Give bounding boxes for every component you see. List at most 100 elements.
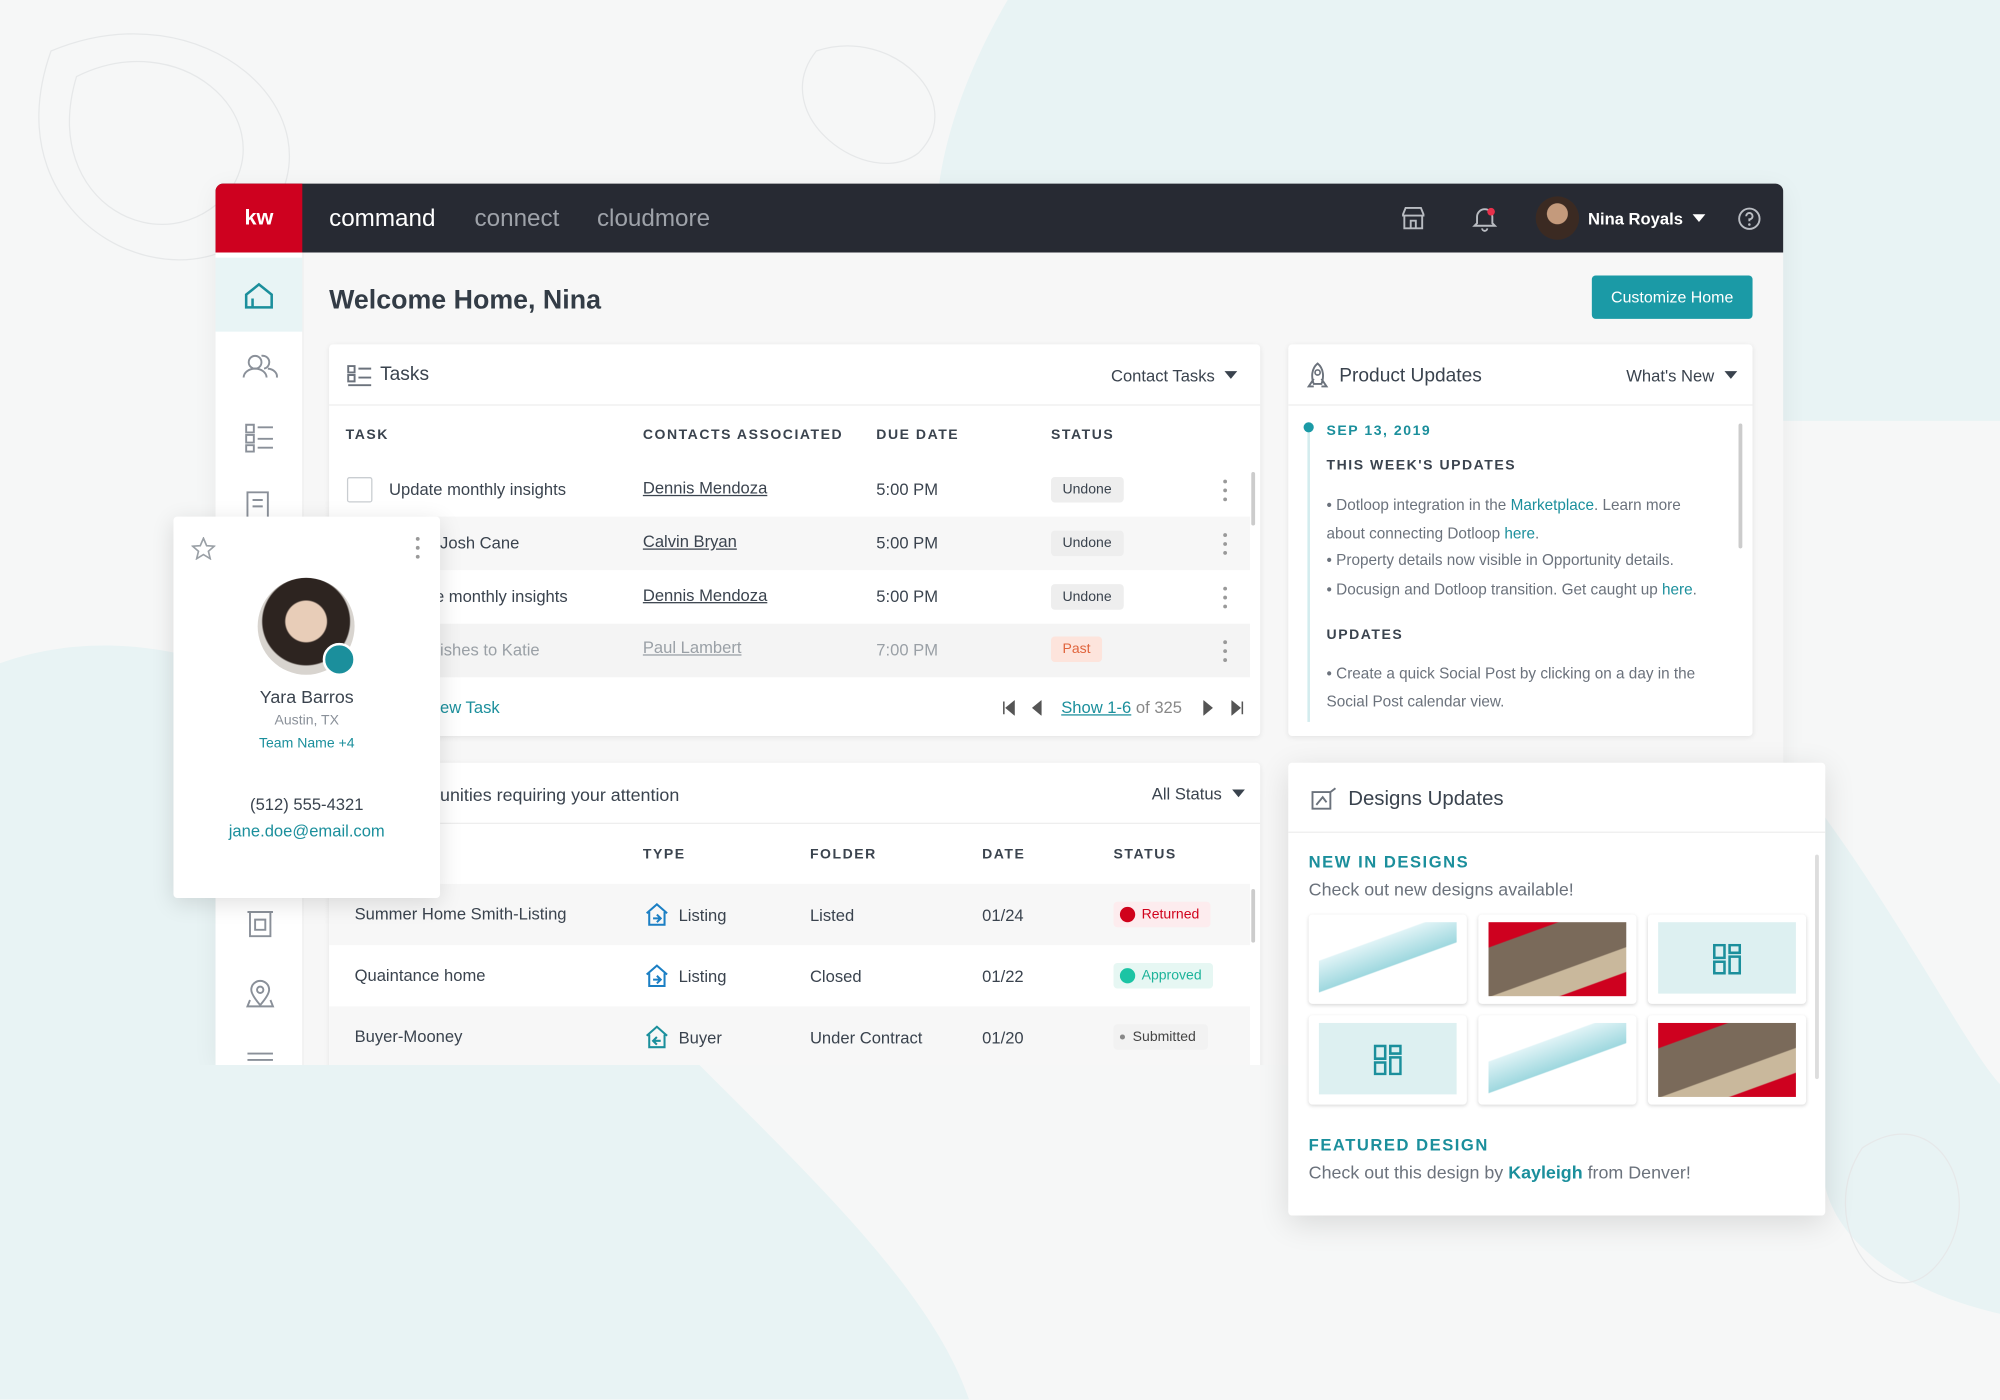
- sidebar-active[interactable]: [215, 257, 303, 332]
- link[interactable]: Marketplace: [1510, 496, 1594, 515]
- timeline-dot: [1303, 422, 1314, 433]
- task-name[interactable]: Update monthly insights: [389, 479, 567, 499]
- divider: [1288, 404, 1753, 406]
- folder: Under Contract: [809, 1028, 923, 1048]
- scrollbar[interactable]: [1738, 423, 1743, 549]
- pagination[interactable]: Show 1-6 of 325: [1061, 698, 1182, 718]
- status-icon: [1119, 968, 1136, 984]
- filter-text[interactable]: Contact Tasks: [1110, 366, 1215, 386]
- row-menu[interactable]: [1223, 479, 1228, 506]
- listing-icon[interactable]: [245, 909, 276, 938]
- logo-block[interactable]: [215, 183, 303, 253]
- filter-dropdown[interactable]: What's New: [1626, 366, 1738, 386]
- nav-tab[interactable]: command: [329, 205, 436, 233]
- pagination-icons[interactable]: [1001, 700, 1256, 716]
- type: Listing: [678, 905, 727, 925]
- new-task-link[interactable]: ew Task: [440, 697, 500, 717]
- row-menu[interactable]: [1223, 640, 1228, 666]
- contact-email[interactable]: jane.doe@email.com: [228, 821, 385, 841]
- help-icon[interactable]: [1737, 207, 1761, 231]
- section-heading: NEW IN DESIGNS: [1308, 852, 1470, 872]
- text: • Property details now visible in Opport…: [1326, 551, 1674, 569]
- nav-tab[interactable]: cloudmore: [596, 205, 711, 233]
- pagination-link[interactable]: Show 1-6: [1061, 697, 1132, 717]
- column-header: TYPE: [642, 846, 686, 863]
- text: • Create a quick Social Post by clicking…: [1326, 664, 1696, 711]
- link[interactable]: here: [1662, 580, 1693, 599]
- due-date: 5:00 PM: [876, 586, 939, 606]
- column-header: STATUS: [1051, 427, 1115, 443]
- task-name[interactable]: e monthly insights: [434, 586, 568, 606]
- scrollbar[interactable]: [1815, 854, 1819, 1080]
- task-name[interactable]: ishes to Katie: [440, 640, 540, 660]
- status-badge: Returned: [1113, 901, 1211, 928]
- contact-link[interactable]: Dennis Mendoza: [642, 585, 768, 605]
- folder: Closed: [809, 966, 862, 986]
- filter-text[interactable]: What's New: [1626, 366, 1715, 386]
- section-heading: THIS WEEK'S UPDATES: [1326, 457, 1517, 474]
- design-thumbnail[interactable]: [1647, 1015, 1807, 1105]
- contact-phone[interactable]: (512) 555-4321: [250, 794, 364, 814]
- scrollbar[interactable]: [1251, 471, 1256, 526]
- opportunity-name[interactable]: Buyer-Mooney: [354, 1026, 463, 1046]
- opportunity-name[interactable]: Quaintance home: [354, 965, 486, 985]
- text: Check out this design by: [1308, 1161, 1509, 1183]
- section-heading: FEATURED DESIGN: [1308, 1135, 1489, 1155]
- status-badge: Past: [1051, 636, 1103, 662]
- design-thumbnail[interactable]: [1308, 914, 1467, 1004]
- logo[interactable]: kw: [244, 205, 274, 230]
- notification-icon[interactable]: [1471, 204, 1499, 232]
- user-name[interactable]: Nina Royals: [1588, 209, 1706, 229]
- star-icon[interactable]: [191, 536, 216, 560]
- design-thumbnail[interactable]: [1478, 1015, 1637, 1105]
- task-name[interactable]: Josh Cane: [440, 533, 520, 553]
- column-header: FOLDER: [809, 846, 877, 863]
- tasks-icon: [347, 365, 372, 387]
- nav-tab[interactable]: connect: [474, 205, 560, 233]
- row-menu[interactable]: [1223, 586, 1228, 613]
- user-avatar[interactable]: [1535, 196, 1580, 240]
- text: • Dotloop integration in the: [1326, 496, 1511, 515]
- top-nav: [215, 183, 1784, 253]
- link[interactable]: here: [1504, 524, 1536, 543]
- status-icon: [1119, 906, 1136, 923]
- buyer-type-icon: [646, 1025, 668, 1049]
- contact-link[interactable]: Dennis Mendoza: [642, 478, 768, 498]
- contact-team[interactable]: Team Name +4: [258, 735, 355, 752]
- listing-type-icon: [646, 903, 668, 926]
- tasks-icon[interactable]: [245, 422, 276, 453]
- design-thumbnail[interactable]: [1478, 914, 1637, 1004]
- pagination-total: of 325: [1135, 697, 1183, 717]
- contact-link[interactable]: Calvin Bryan: [642, 531, 737, 552]
- customize-button[interactable]: Customize Home: [1591, 275, 1753, 319]
- due-date: 5:00 PM: [876, 533, 939, 553]
- card-menu[interactable]: [415, 536, 421, 563]
- map-icon[interactable]: [245, 978, 276, 1009]
- checkbox[interactable]: [346, 477, 373, 503]
- timeline: [1307, 428, 1310, 722]
- home-icon[interactable]: [244, 281, 275, 312]
- filter-dropdown[interactable]: Contact Tasks: [1111, 366, 1238, 386]
- due-date: 5:00 PM: [876, 479, 939, 499]
- contacts-icon[interactable]: [242, 352, 278, 383]
- status-icon: [1119, 1034, 1125, 1040]
- opportunity-name[interactable]: Summer Home Smith-Listing: [354, 904, 567, 924]
- filter-text[interactable]: All Status: [1151, 784, 1222, 804]
- card-title: Product Updates: [1339, 364, 1482, 387]
- filter-dropdown[interactable]: All Status: [1152, 784, 1245, 804]
- contact-link[interactable]: Paul Lambert: [642, 637, 742, 657]
- more-icon[interactable]: [245, 1050, 276, 1065]
- link[interactable]: Kayleigh: [1508, 1161, 1583, 1183]
- store-icon[interactable]: [1401, 205, 1427, 231]
- design-thumbnail[interactable]: [1647, 914, 1807, 1004]
- caret: [1225, 371, 1238, 379]
- row-menu[interactable]: [1223, 533, 1228, 559]
- scrollbar[interactable]: [1251, 889, 1256, 943]
- divider: [329, 404, 1261, 406]
- user-name-text[interactable]: Nina Royals: [1588, 209, 1683, 229]
- team-badge: [322, 642, 356, 677]
- design-thumbnail[interactable]: [1308, 1015, 1467, 1105]
- status-badge: Undone: [1051, 530, 1124, 557]
